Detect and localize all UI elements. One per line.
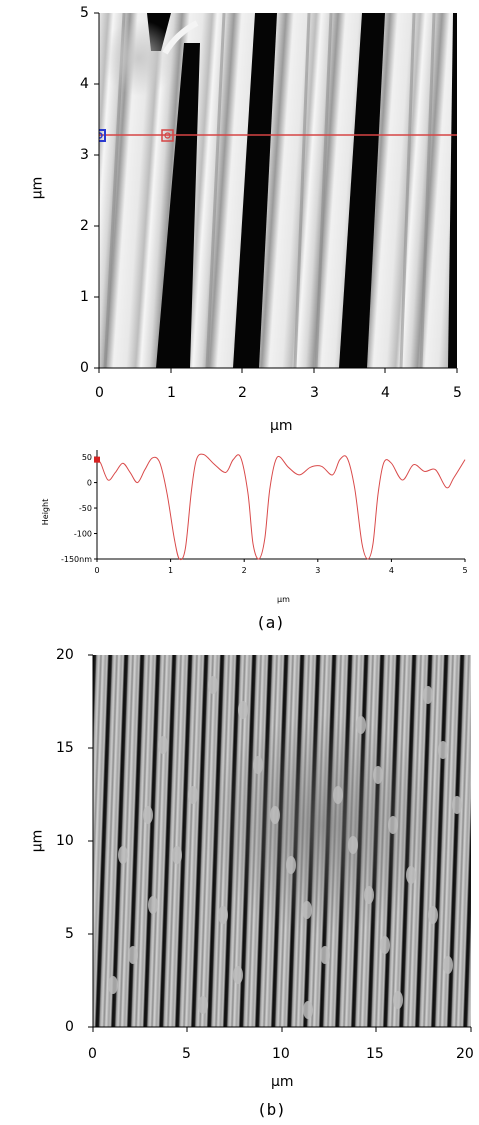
domain-wall-mark [428, 906, 438, 924]
afm-image-b-axes [88, 654, 472, 1032]
b-x-axis-title: µm [271, 1074, 294, 1090]
a-y-tick-3: 3 [80, 147, 89, 163]
domain-wall-mark [302, 901, 312, 919]
profile-x-axis-title: µm [277, 595, 290, 604]
domain-wall-mark [452, 796, 462, 814]
domain-wall-mark [423, 686, 433, 704]
a-y-tick-1: 1 [80, 289, 89, 305]
b-y-tick-0: 0 [65, 1019, 74, 1035]
afm-image-b-domain-walls [108, 676, 462, 1019]
a-y-tick-0: 0 [80, 360, 89, 376]
domain-wall-mark [128, 946, 138, 964]
a-x-tick-2: 2 [238, 385, 247, 401]
profile-x-tick-label: 4 [389, 566, 394, 575]
domain-wall-mark [188, 786, 198, 804]
domain-wall-mark [253, 756, 263, 774]
a-x-tick-1: 1 [167, 385, 176, 401]
caption-a: (a) [256, 613, 285, 632]
profile-series-line [96, 453, 466, 561]
domain-wall-mark [303, 1001, 313, 1019]
domain-wall-mark [286, 856, 296, 874]
afm-image-b [93, 655, 471, 1027]
afm-image-a-axes [94, 12, 458, 373]
profile-y-tick-label: -150nm [61, 555, 92, 564]
domain-wall-mark [348, 836, 358, 854]
b-x-tick-20: 20 [456, 1046, 474, 1062]
b-y-tick-10: 10 [56, 833, 74, 849]
domain-wall-mark [270, 806, 280, 824]
profile-y-tick-label: 0 [87, 479, 92, 488]
profile-x-tick-label: 5 [462, 566, 467, 575]
domain-wall-mark [118, 846, 128, 864]
b-y-tick-15: 15 [56, 740, 74, 756]
a-x-tick-4: 4 [381, 385, 390, 401]
a-x-tick-0: 0 [95, 385, 104, 401]
profile-y-tick-label: -100 [74, 530, 92, 539]
profile-y-tick-label: 50 [82, 453, 92, 462]
domain-wall-mark [148, 896, 158, 914]
domain-wall-mark [364, 886, 374, 904]
domain-wall-mark [356, 716, 366, 734]
domain-wall-mark [238, 701, 248, 719]
caption-b: (b) [257, 1100, 286, 1119]
afm-image-a [99, 13, 457, 368]
domain-wall-mark [443, 956, 453, 974]
domain-wall-mark [108, 976, 118, 994]
profile-y-tick-label: -50 [79, 504, 92, 513]
profile-x-tick-label: 1 [168, 566, 173, 575]
a-x-tick-3: 3 [310, 385, 319, 401]
profile-x-tick-label: 3 [315, 566, 320, 575]
b-x-tick-15: 15 [366, 1046, 384, 1062]
a-y-axis-title: µm [29, 176, 46, 200]
domain-wall-mark [388, 816, 398, 834]
b-y-tick-5: 5 [65, 926, 74, 942]
domain-wall-mark [380, 936, 390, 954]
domain-wall-mark [333, 786, 343, 804]
domain-wall-mark [233, 966, 243, 984]
domain-wall-mark [373, 766, 383, 784]
a-y-tick-4: 4 [80, 76, 89, 92]
domain-wall-mark [172, 846, 182, 864]
b-x-tick-5: 5 [182, 1046, 191, 1062]
domain-wall-mark [158, 736, 168, 754]
b-x-tick-10: 10 [272, 1046, 290, 1062]
a-y-tick-5: 5 [80, 5, 89, 21]
a-y-tick-2: 2 [80, 218, 89, 234]
b-y-tick-20: 20 [56, 647, 74, 663]
a-x-tick-5: 5 [453, 385, 462, 401]
profile-y-axis-title: Height [41, 498, 51, 526]
b-x-tick-0: 0 [88, 1046, 97, 1062]
profile-start-marker[interactable] [94, 456, 100, 463]
profile-x-tick-label: 2 [242, 566, 247, 575]
domain-wall-mark [143, 806, 153, 824]
domain-wall-mark [393, 991, 403, 1009]
domain-wall-mark [438, 741, 448, 759]
cursor-b-marker[interactable] [161, 129, 174, 142]
domain-wall-mark [406, 866, 416, 884]
afm-image-a-dark-stripes [147, 13, 457, 368]
domain-wall-mark [218, 906, 228, 924]
domain-wall-mark [198, 996, 208, 1014]
b-y-axis-title: µm [29, 829, 46, 853]
profile-x-tick-label: 0 [94, 566, 99, 575]
domain-wall-mark [208, 676, 218, 694]
domain-wall-mark [320, 946, 330, 964]
a-x-axis-title: µm [270, 418, 293, 434]
